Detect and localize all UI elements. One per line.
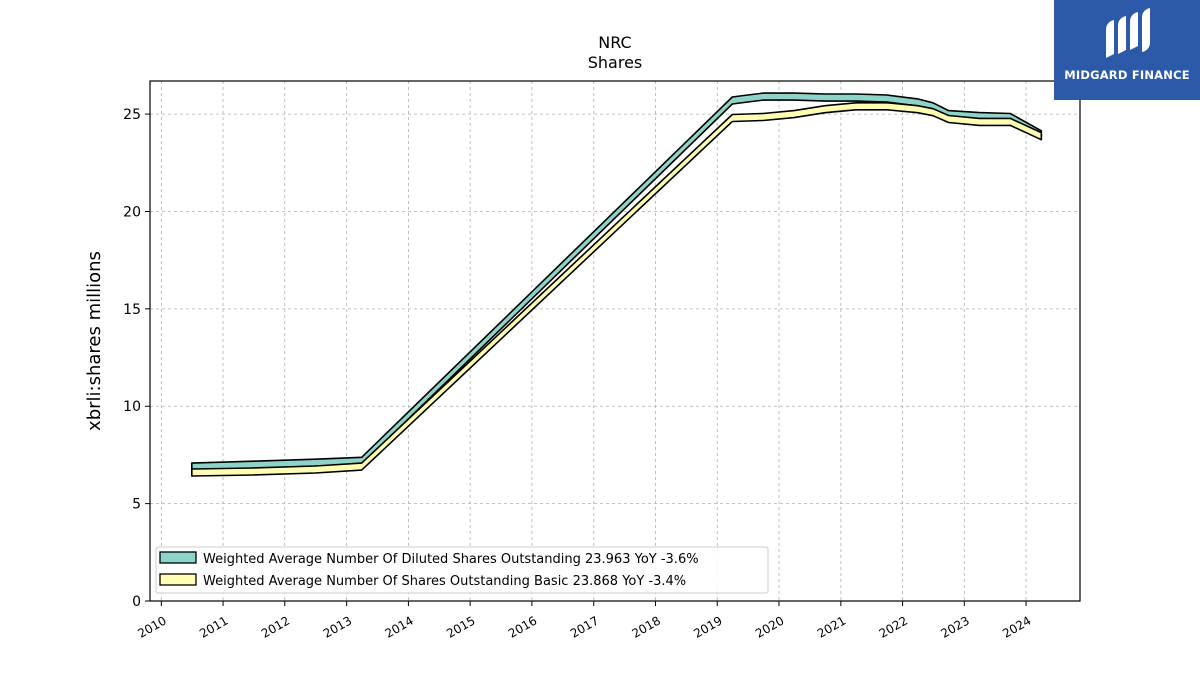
x-tick-label: 2020 [753, 613, 786, 640]
x-tick-label: 2024 [1000, 613, 1033, 640]
x-tick-label: 2016 [506, 613, 539, 640]
x-tick-label: 2018 [630, 613, 663, 640]
x-tick-label: 2022 [877, 613, 910, 640]
y-tick-label: 10 [123, 399, 141, 415]
logo-mark-icon [1106, 8, 1150, 58]
plot-frame [149, 80, 1081, 602]
series-band-0 [191, 92, 1043, 471]
x-tick-label: 2023 [938, 613, 971, 640]
y-tick-label: 5 [132, 497, 141, 513]
y-tick-label: 25 [123, 107, 141, 123]
chart-subtitle: Shares [588, 53, 643, 72]
x-tick-label: 2014 [382, 613, 415, 640]
x-tick-label: 2017 [568, 613, 601, 640]
y-tick-label: 0 [132, 594, 141, 610]
legend-swatch-diluted [159, 551, 197, 564]
brand-logo-text: MIDGARD FINANCE [1064, 68, 1190, 82]
brand-logo: MIDGARD FINANCE [1054, 0, 1200, 100]
x-tick-label: 2012 [259, 613, 292, 640]
x-tick-label: 2021 [815, 613, 848, 640]
y-tick-label: 20 [123, 204, 141, 220]
grid [150, 81, 1080, 602]
chart-title: NRC [598, 33, 631, 52]
legend-swatch-basic [159, 573, 197, 586]
legend: Weighted Average Number Of Diluted Share… [155, 546, 769, 594]
y-axis-label: xbrli:shares millions [84, 251, 105, 431]
y-axis: 0 5 10 15 20 25 [123, 107, 150, 610]
y-tick-label: 15 [123, 302, 141, 318]
x-tick-label: 2019 [691, 613, 724, 640]
x-tick-label: 2013 [321, 613, 354, 640]
series-layer [191, 92, 1043, 477]
legend-label-basic: Weighted Average Number Of Shares Outsta… [203, 574, 686, 589]
legend-label-diluted: Weighted Average Number Of Diluted Share… [203, 552, 699, 567]
legend-box [155, 546, 769, 594]
x-tick-label: 2011 [197, 613, 230, 640]
x-tick-label: 2010 [135, 613, 168, 640]
series-band-1 [191, 102, 1043, 477]
x-tick-label: 2015 [444, 613, 477, 640]
x-axis: 2010 2011 2012 2013 2014 2015 2016 2017 2018 2019… [135, 601, 1034, 641]
